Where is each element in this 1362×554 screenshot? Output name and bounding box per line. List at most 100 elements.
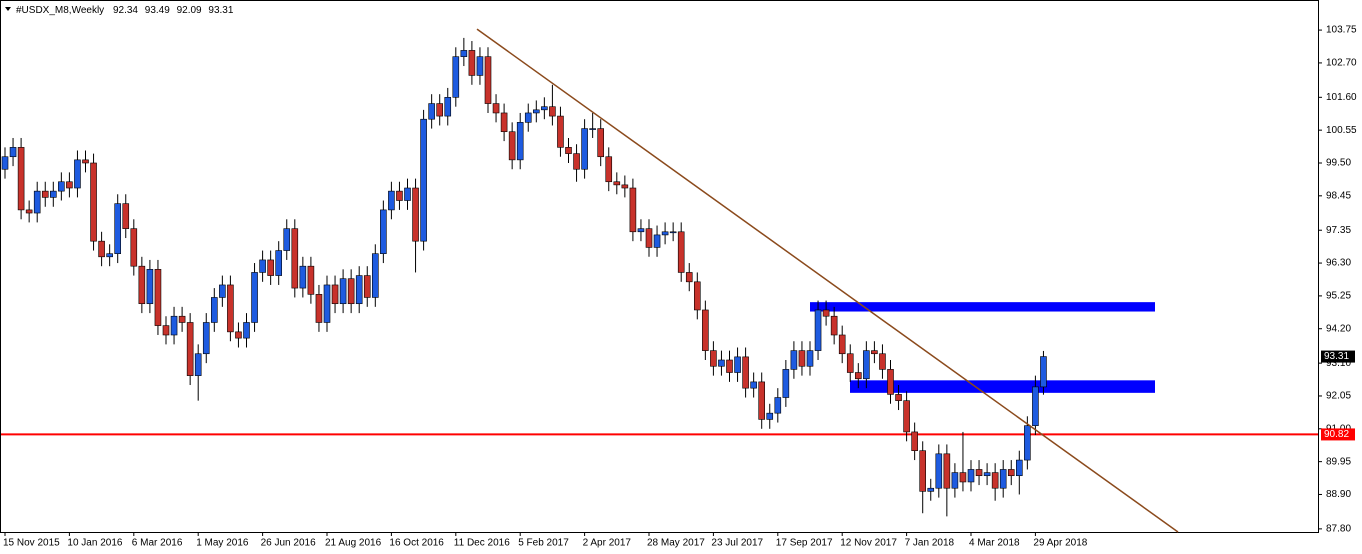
candle-body bbox=[219, 284, 226, 298]
y-tick-label: 89.95 bbox=[1326, 456, 1351, 467]
x-tick-label: 16 Oct 2016 bbox=[389, 538, 444, 549]
y-tick-label: 101.60 bbox=[1326, 92, 1357, 103]
candle-body bbox=[967, 469, 975, 483]
candle-body bbox=[323, 284, 331, 323]
candle-body bbox=[235, 331, 242, 339]
candle-body bbox=[49, 190, 57, 198]
x-tick-label: 29 Apr 2018 bbox=[1033, 538, 1087, 549]
candle-body bbox=[170, 315, 178, 336]
candle-body bbox=[661, 231, 669, 236]
candle-body bbox=[879, 353, 886, 370]
candle-body bbox=[9, 147, 17, 158]
candle-body bbox=[734, 356, 741, 373]
candle-body bbox=[750, 381, 757, 389]
candle-body bbox=[806, 350, 814, 367]
candle-body bbox=[460, 50, 468, 57]
candle-body bbox=[814, 309, 822, 351]
header-high: 93.49 bbox=[145, 5, 170, 16]
candle-body bbox=[186, 322, 194, 376]
candle-body bbox=[90, 162, 97, 242]
candle-body bbox=[758, 381, 766, 420]
candle-body bbox=[74, 159, 81, 189]
candle-body bbox=[315, 294, 323, 323]
candle-body bbox=[573, 153, 580, 170]
candle-body bbox=[621, 184, 629, 189]
y-tick-label: 96.30 bbox=[1326, 258, 1351, 269]
x-tick-label: 15 Nov 2015 bbox=[3, 538, 60, 549]
candle-body bbox=[33, 190, 41, 214]
candle-body bbox=[114, 203, 121, 254]
candle-body bbox=[637, 228, 645, 233]
candle-body bbox=[404, 187, 411, 201]
candle-body bbox=[549, 106, 556, 117]
candle-body bbox=[331, 284, 339, 305]
x-tick-label: 2 Apr 2017 bbox=[583, 538, 632, 549]
candle-body bbox=[122, 203, 130, 229]
hline-tag-bg bbox=[1321, 428, 1355, 441]
candle-body bbox=[154, 269, 162, 326]
y-tick-label: 87.80 bbox=[1326, 524, 1351, 535]
candle-body bbox=[919, 450, 927, 492]
candle-body bbox=[991, 472, 999, 489]
y-tick-label: 98.45 bbox=[1326, 190, 1351, 201]
candle-body bbox=[959, 472, 967, 483]
candle-body bbox=[17, 147, 25, 211]
candle-body bbox=[484, 56, 492, 104]
header-close: 93.31 bbox=[208, 5, 233, 16]
candle-body bbox=[58, 181, 65, 192]
candle-body bbox=[1015, 459, 1023, 477]
header-open: 92.34 bbox=[113, 5, 138, 16]
candle-body bbox=[41, 190, 49, 198]
candle-body bbox=[557, 115, 564, 148]
candle-body bbox=[380, 209, 387, 254]
candle-body bbox=[532, 109, 540, 114]
x-tick-label: 5 Feb 2017 bbox=[518, 538, 569, 549]
candle-body bbox=[516, 122, 524, 161]
candle-body bbox=[428, 103, 435, 120]
candle-body bbox=[541, 106, 548, 111]
x-tick-label: 10 Jan 2016 bbox=[67, 538, 122, 549]
candle-body bbox=[911, 431, 918, 451]
candle-body bbox=[420, 118, 427, 242]
price-tag: 93.31 bbox=[1324, 351, 1349, 362]
candle-body bbox=[98, 240, 105, 258]
candle-body bbox=[291, 228, 299, 289]
x-tick-label: 1 May 2016 bbox=[196, 538, 249, 549]
candle-body bbox=[581, 128, 588, 170]
candle-body bbox=[436, 103, 444, 117]
candle-body bbox=[975, 469, 983, 477]
candle-body bbox=[589, 128, 596, 130]
candle-body bbox=[307, 265, 315, 295]
candle-body bbox=[251, 272, 258, 323]
candle-body bbox=[685, 272, 693, 283]
candle-body bbox=[194, 353, 202, 376]
x-tick-label: 11 Dec 2016 bbox=[454, 538, 510, 549]
symbol: #USDX_M8,Weekly bbox=[16, 5, 104, 16]
candle-body bbox=[677, 231, 685, 273]
candle-body bbox=[500, 112, 508, 133]
candle-body bbox=[846, 353, 854, 373]
candle-body bbox=[1, 156, 9, 170]
x-tick-label: 6 Mar 2016 bbox=[132, 538, 183, 549]
candle-body bbox=[943, 453, 951, 489]
y-tick-label: 97.35 bbox=[1326, 225, 1351, 236]
x-tick-label: 4 Mar 2018 bbox=[969, 538, 1020, 549]
candle-body bbox=[822, 309, 830, 317]
y-tick-label: 100.55 bbox=[1326, 125, 1357, 136]
candle-body bbox=[774, 397, 782, 414]
chart-title: #USDX_M8,Weekly 92.34 93.49 92.09 93.31 bbox=[16, 5, 234, 16]
x-tick-label: 28 May 2017 bbox=[647, 538, 705, 549]
candle-body bbox=[66, 181, 73, 189]
candle-body bbox=[138, 265, 146, 305]
x-tick-label: 21 Aug 2016 bbox=[325, 538, 382, 549]
candle-body bbox=[597, 128, 605, 158]
candle-body bbox=[895, 394, 902, 401]
candle-body bbox=[798, 350, 806, 367]
candle-body bbox=[903, 400, 910, 433]
candle-body bbox=[629, 187, 637, 233]
candle-body bbox=[645, 228, 653, 248]
candle-body bbox=[1007, 469, 1015, 477]
candle-body bbox=[339, 278, 347, 305]
candle-body bbox=[863, 350, 870, 380]
